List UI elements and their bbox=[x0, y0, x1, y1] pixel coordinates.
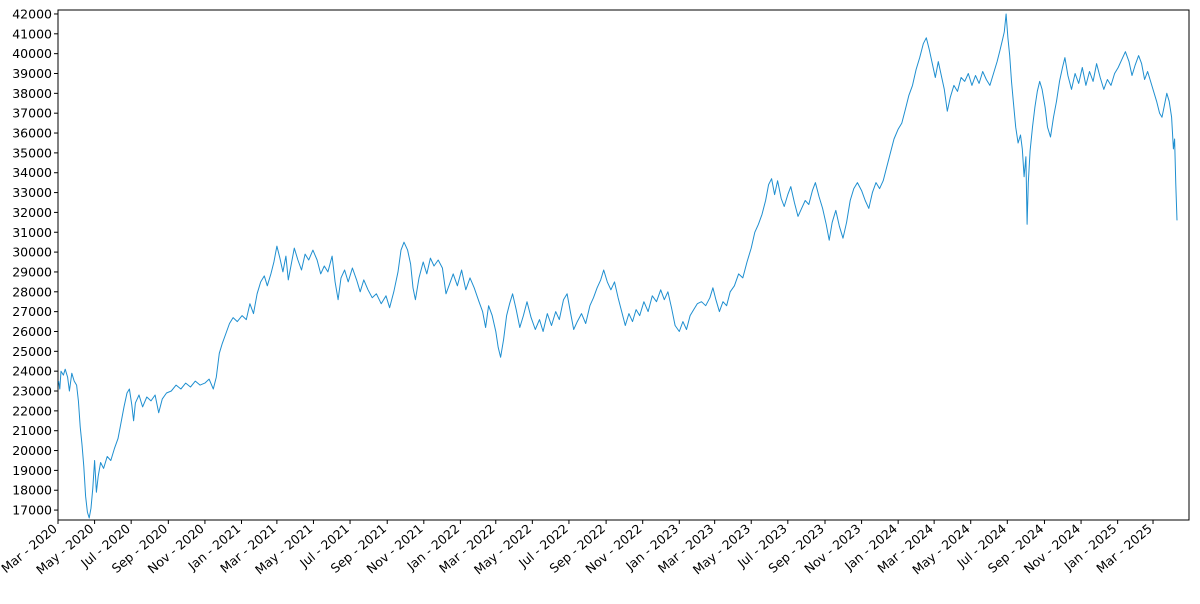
y-tick-label: 40000 bbox=[12, 46, 52, 61]
y-tick-label: 19000 bbox=[12, 463, 52, 478]
y-tick-label: 36000 bbox=[12, 126, 52, 141]
y-tick-label: 28000 bbox=[12, 284, 52, 299]
y-tick-label: 23000 bbox=[12, 384, 52, 399]
y-tick-label: 39000 bbox=[12, 66, 52, 81]
y-tick-label: 35000 bbox=[12, 145, 52, 160]
y-tick-label: 20000 bbox=[12, 443, 52, 458]
y-tick-label: 24000 bbox=[12, 364, 52, 379]
y-tick-label: 42000 bbox=[12, 6, 52, 21]
y-tick-label: 37000 bbox=[12, 106, 52, 121]
y-tick-label: 21000 bbox=[12, 423, 52, 438]
y-tick-label: 31000 bbox=[12, 225, 52, 240]
y-tick-label: 25000 bbox=[12, 344, 52, 359]
plot-area bbox=[57, 9, 1190, 521]
y-tick-label: 29000 bbox=[12, 264, 52, 279]
y-tick-label: 33000 bbox=[12, 185, 52, 200]
y-tick-label: 27000 bbox=[12, 304, 52, 319]
y-tick-label: 38000 bbox=[12, 86, 52, 101]
y-tick-label: 18000 bbox=[12, 483, 52, 498]
y-tick-label: 22000 bbox=[12, 403, 52, 418]
y-tick-label: 26000 bbox=[12, 324, 52, 339]
y-tick-label: 17000 bbox=[12, 503, 52, 518]
y-tick-label: 30000 bbox=[12, 245, 52, 260]
y-tick-label: 34000 bbox=[12, 165, 52, 180]
series-line-0 bbox=[58, 13, 1178, 519]
y-tick-label: 41000 bbox=[12, 26, 52, 41]
series-layer bbox=[58, 13, 1178, 519]
y-tick-label: 32000 bbox=[12, 205, 52, 220]
y-axis: 17000 18000 19000 20000 21000 22000 23000 24000… bbox=[12, 6, 58, 518]
